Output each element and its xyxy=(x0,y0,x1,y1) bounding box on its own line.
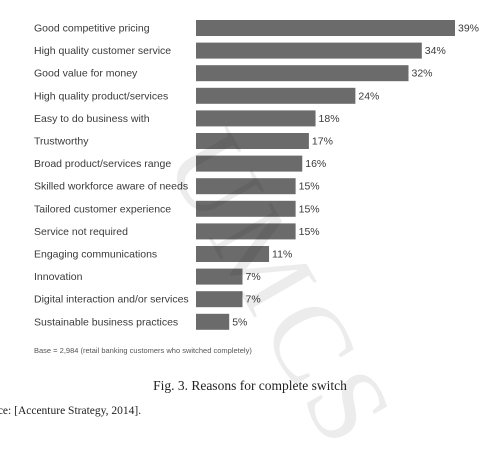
value-label: 5% xyxy=(232,316,247,328)
category-label: Engaging communications xyxy=(34,249,157,261)
category-label: Sustainable business practices xyxy=(34,316,178,328)
bar xyxy=(196,268,243,285)
category-label: Digital interaction and/or services xyxy=(34,294,189,306)
category-label: Service not required xyxy=(34,226,128,238)
bar xyxy=(196,313,230,330)
category-label: Tailored customer experience xyxy=(34,203,171,215)
category-label: Trustworthy xyxy=(34,136,89,148)
bar xyxy=(196,20,455,36)
value-label: 15% xyxy=(299,226,320,238)
value-label: 7% xyxy=(245,294,260,306)
base-note: Base = 2,984 (retail banking customers w… xyxy=(34,346,252,355)
source-citation: rce: [Accenture Strategy, 2014]. xyxy=(0,405,142,417)
bar xyxy=(196,178,296,195)
bar-chart: Good competitive pricing 39% High quality … xyxy=(34,20,479,330)
bar xyxy=(196,110,316,127)
category-label: Good competitive pricing xyxy=(34,23,150,35)
category-label: Easy to do business with xyxy=(34,113,150,125)
bar xyxy=(196,291,243,308)
value-label: 39% xyxy=(458,23,479,35)
figure-caption: Fig. 3. Reasons for complete switch xyxy=(153,378,347,393)
value-label: 11% xyxy=(272,249,292,261)
bar xyxy=(196,155,303,172)
bar xyxy=(196,87,356,104)
value-label: 18% xyxy=(319,113,340,125)
value-label: 32% xyxy=(412,68,433,80)
value-label: 15% xyxy=(299,203,320,215)
value-label: 17% xyxy=(312,136,333,148)
bar xyxy=(196,200,296,217)
bar xyxy=(196,42,422,59)
bar xyxy=(196,65,409,82)
value-label: 34% xyxy=(425,45,446,57)
bar xyxy=(196,223,296,240)
category-label: Broad product/services range xyxy=(34,158,171,170)
value-label: 15% xyxy=(299,181,320,193)
value-label: 16% xyxy=(305,158,326,170)
value-label: 24% xyxy=(358,90,379,102)
category-label: High quality customer service xyxy=(34,45,171,57)
category-label: Skilled workforce aware of needs xyxy=(34,181,188,193)
bar xyxy=(196,246,270,262)
category-label: Good value for money xyxy=(34,68,138,80)
category-label: High quality product/services xyxy=(34,90,168,102)
bar xyxy=(196,133,309,149)
category-label: Innovation xyxy=(34,271,83,283)
value-label: 7% xyxy=(245,271,260,283)
